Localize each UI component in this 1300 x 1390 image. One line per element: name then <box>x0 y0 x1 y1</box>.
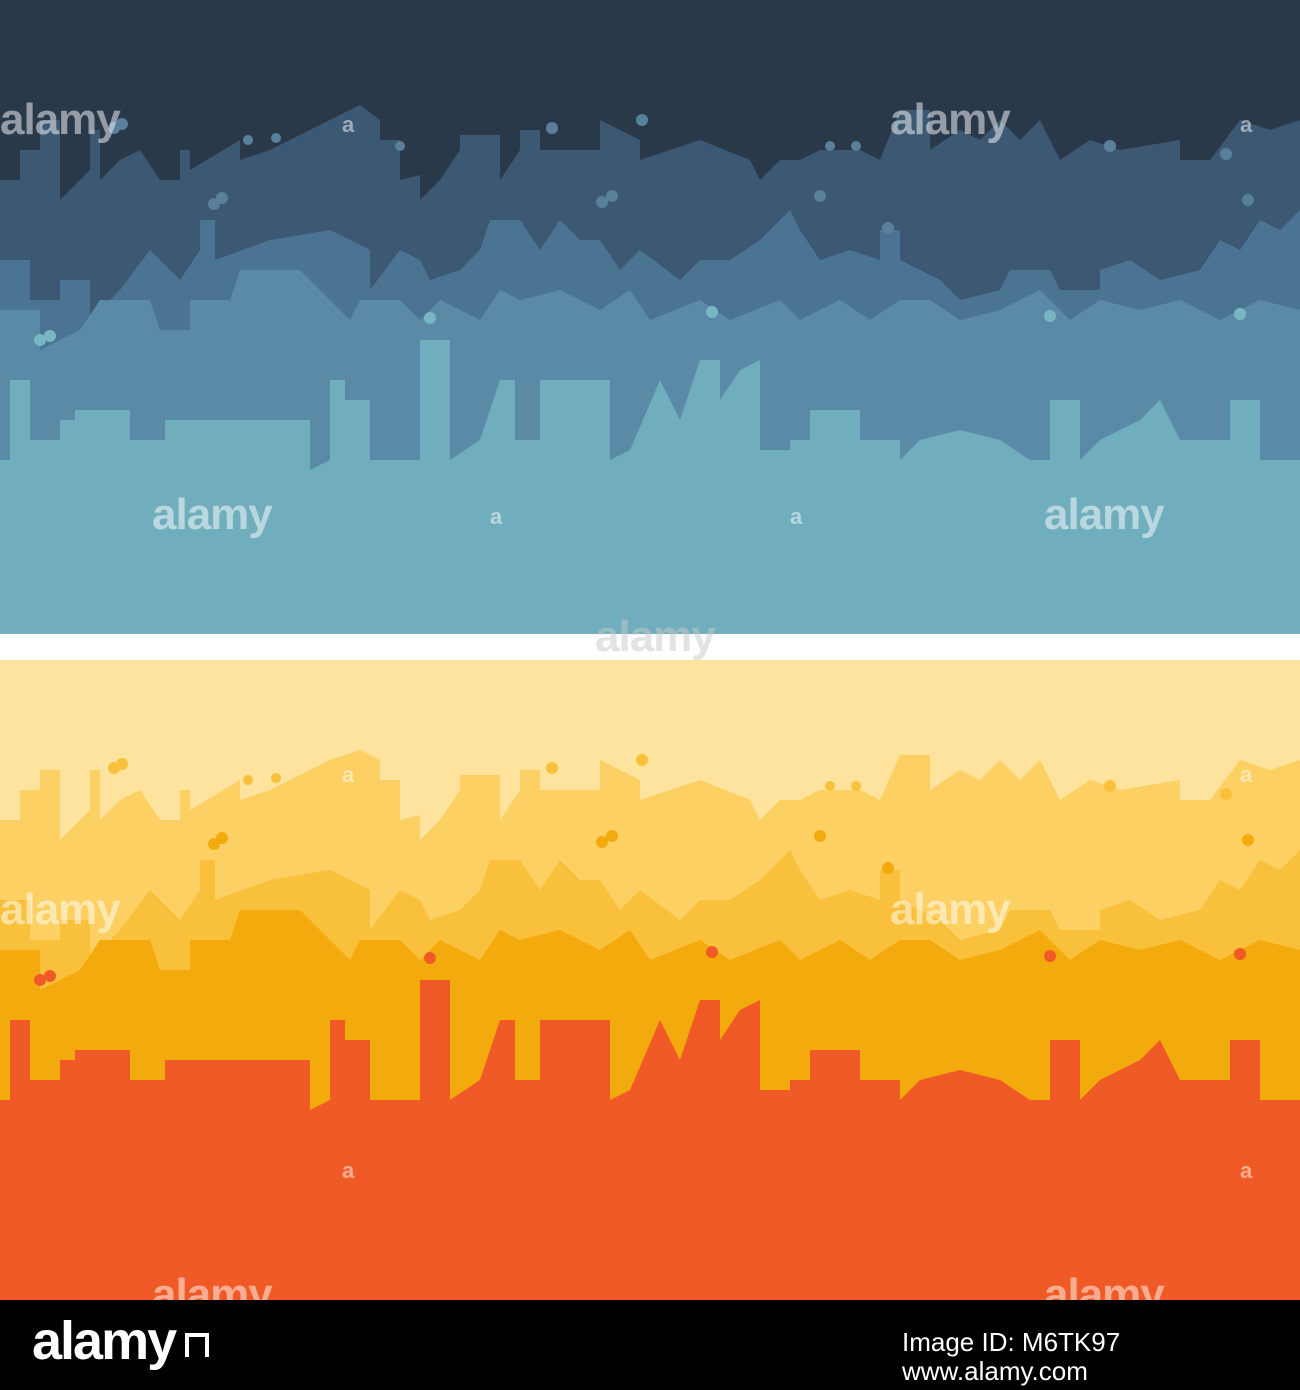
image-id-label: Image ID: M6TK97 <box>902 1327 1121 1357</box>
footer-bar: alamy Image ID: M6TK97 www.alamy.com <box>0 1300 1300 1390</box>
bottom-mid-smoke-puffs <box>208 830 1254 874</box>
brand-logo[interactable]: alamy <box>32 1310 210 1372</box>
bottom-industrial-banner: alamy alamy alamy alamy a a a a <box>0 660 1300 1319</box>
site-url[interactable]: www.alamy.com <box>902 1356 1088 1386</box>
top-front-skyline <box>0 340 1300 634</box>
brand-logo-text: alamy <box>32 1311 177 1371</box>
top-front-smoke-puffs <box>34 306 1246 346</box>
bottom-skyline-svg <box>0 660 1300 1300</box>
bottom-front-smoke-puffs <box>34 946 1246 986</box>
top-smoke-puffs <box>108 114 1254 234</box>
top-industrial-banner: alamy alamy alamy alamy a a a a <box>0 0 1300 634</box>
bottom-front-skyline <box>0 980 1300 1300</box>
brand-logo-mark-icon <box>185 1332 210 1357</box>
top-skyline-svg <box>0 0 1300 634</box>
bottom-smoke-puffs <box>108 754 1232 800</box>
